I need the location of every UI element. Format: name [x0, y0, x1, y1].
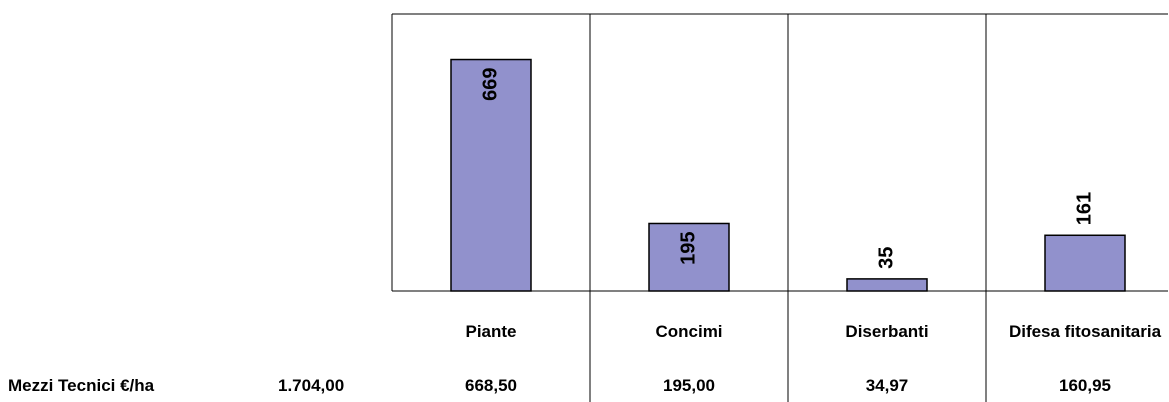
table-row-label: Mezzi Tecnici €/ha [8, 376, 155, 395]
x-tick-label: Diserbanti [845, 322, 928, 341]
table-cell: 160,95 [1059, 376, 1111, 395]
value-label: 669 [479, 68, 501, 101]
x-tick-label: Concimi [655, 322, 722, 341]
bar [648, 222, 730, 292]
value-label: 195 [677, 231, 699, 264]
table-cell: 195,00 [663, 376, 715, 395]
value-label: 161 [1073, 192, 1095, 225]
bar [846, 278, 928, 292]
value-label: 35 [875, 247, 897, 269]
x-tick-label: Difesa fitosanitaria [1009, 322, 1162, 341]
table-cell: 34,97 [866, 376, 909, 395]
table-cell: 668,50 [465, 376, 517, 395]
bar [1044, 234, 1126, 292]
bar [450, 58, 532, 292]
x-tick-label: Piante [465, 322, 516, 341]
table-total: 1.704,00 [278, 376, 344, 395]
